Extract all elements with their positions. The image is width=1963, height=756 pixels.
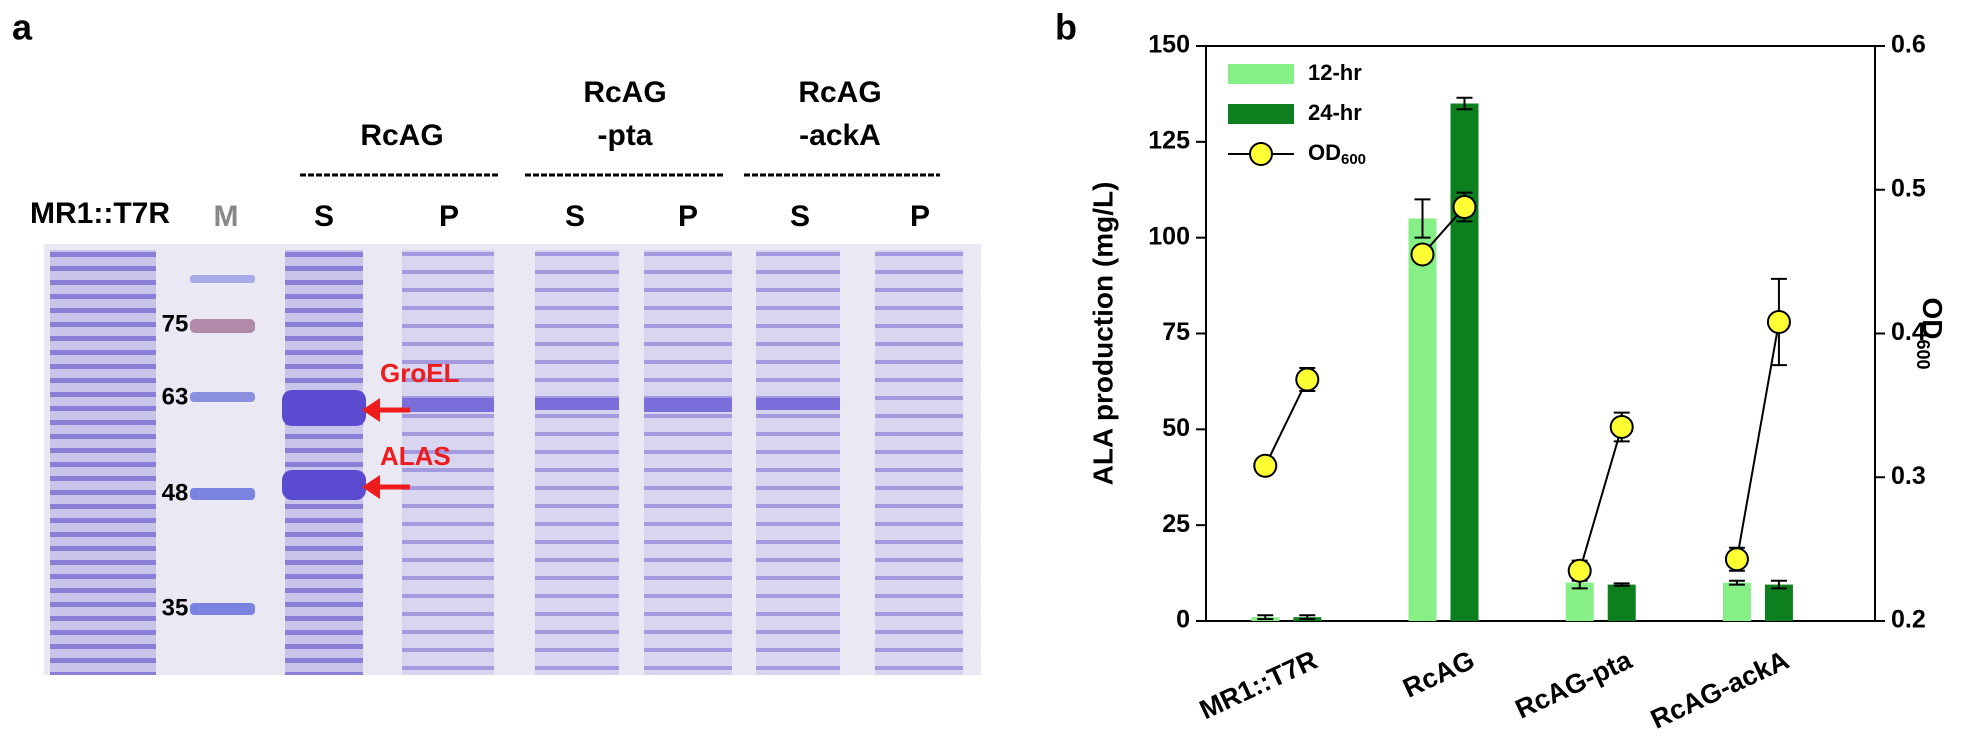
lane-label: S	[790, 200, 810, 233]
x-tick-label: RcAG-ackA	[1646, 645, 1793, 735]
lane-label: P	[678, 200, 698, 233]
od-line	[1264, 379, 1309, 467]
x-tick-label: RcAG-pta	[1511, 644, 1637, 724]
chart: b 0 25 50 75 100 125 150 0.2 0.3 0.4 0.5 0.6 ALA prod…	[1055, 7, 1948, 735]
od-point	[1567, 558, 1592, 583]
od-line	[1735, 321, 1780, 560]
od-line	[1578, 426, 1623, 571]
y-tick-label: 50	[1162, 414, 1190, 442]
group-label: RcAG	[583, 76, 666, 109]
error-bar	[1257, 614, 1274, 621]
gel-arrows	[362, 398, 410, 499]
plot-frame	[1205, 45, 1876, 622]
bar	[1450, 103, 1479, 621]
y2-axis-label-sub: 600	[1913, 339, 1933, 369]
y-tick-label: 125	[1148, 126, 1190, 154]
y-tick-label: 100	[1148, 222, 1190, 250]
lane-label: S	[565, 200, 585, 233]
y2-tick-label: 0.4	[1891, 318, 1926, 346]
error-bar	[1613, 582, 1630, 587]
error-bar	[1414, 198, 1431, 239]
y-tick-label: 75	[1162, 318, 1190, 346]
x-tick-label: RcAG	[1398, 645, 1479, 704]
marker-size: 63	[162, 383, 189, 410]
panel-label: a	[12, 7, 33, 48]
bar	[1607, 584, 1636, 621]
gel-image	[44, 244, 981, 675]
legend-label-sub: 600	[1341, 151, 1366, 168]
legend-label: OD600	[1308, 140, 1366, 168]
marker-size: 75	[162, 310, 189, 337]
od-point	[1410, 242, 1435, 267]
bar	[1722, 582, 1751, 621]
y2-tick-label: 0.3	[1891, 462, 1926, 490]
error-bar	[1770, 579, 1787, 590]
bar	[1408, 218, 1437, 621]
lane-label: P	[910, 200, 930, 233]
gel-labels: S P S P S P 75 63 48 35	[162, 200, 930, 621]
y2-tick-label: 0.5	[1891, 174, 1926, 202]
y2-axis-label-main: OD	[1917, 297, 1948, 339]
legend-swatch	[1228, 104, 1294, 124]
legend-marker	[1249, 142, 1273, 166]
group-label: -pta	[598, 119, 653, 152]
marker-lane-label: M	[214, 200, 239, 233]
od-point	[1766, 310, 1791, 334]
od-point	[1253, 453, 1278, 478]
marker-size: 35	[162, 594, 189, 621]
bar	[1764, 584, 1793, 621]
legend-label-main: OD	[1308, 140, 1341, 165]
y2-tick-label: 0.2	[1891, 606, 1926, 634]
legend-label-main: 24-hr	[1308, 100, 1362, 125]
panel-label: b	[1055, 7, 1077, 48]
od-point	[1724, 547, 1749, 572]
y-axis-label: ALA production (mg/L)	[1087, 182, 1118, 486]
od-point	[1609, 414, 1634, 439]
group-label: -ackA	[799, 119, 881, 152]
lane-label: P	[439, 200, 459, 233]
y2-axis-label: OD600	[1913, 297, 1947, 369]
error-bar	[1299, 614, 1316, 621]
od-point	[1295, 367, 1320, 392]
y-tick-label: 150	[1148, 31, 1190, 59]
y2-tick-label: 0.6	[1891, 31, 1926, 59]
legend-swatch	[1228, 64, 1294, 84]
strain-label: MR1::T7R	[30, 197, 170, 230]
x-tick-label: MR1::T7R	[1195, 645, 1322, 725]
group-label: RcAG	[798, 76, 881, 109]
error-bar	[1728, 579, 1745, 586]
annotation: GroEL	[380, 358, 460, 388]
y-tick-label: 0	[1176, 606, 1190, 634]
legend-label: 12-hr	[1308, 60, 1362, 85]
lane-label: S	[314, 200, 334, 233]
annotation: ALAS	[380, 441, 451, 471]
error-bar	[1456, 96, 1473, 111]
y-tick-label: 25	[1162, 510, 1190, 538]
legend-label: 24-hr	[1308, 100, 1362, 125]
od-point	[1452, 195, 1477, 219]
marker-size: 48	[162, 479, 189, 506]
legend-label-main: 12-hr	[1308, 60, 1362, 85]
group-label: RcAG	[360, 119, 443, 152]
